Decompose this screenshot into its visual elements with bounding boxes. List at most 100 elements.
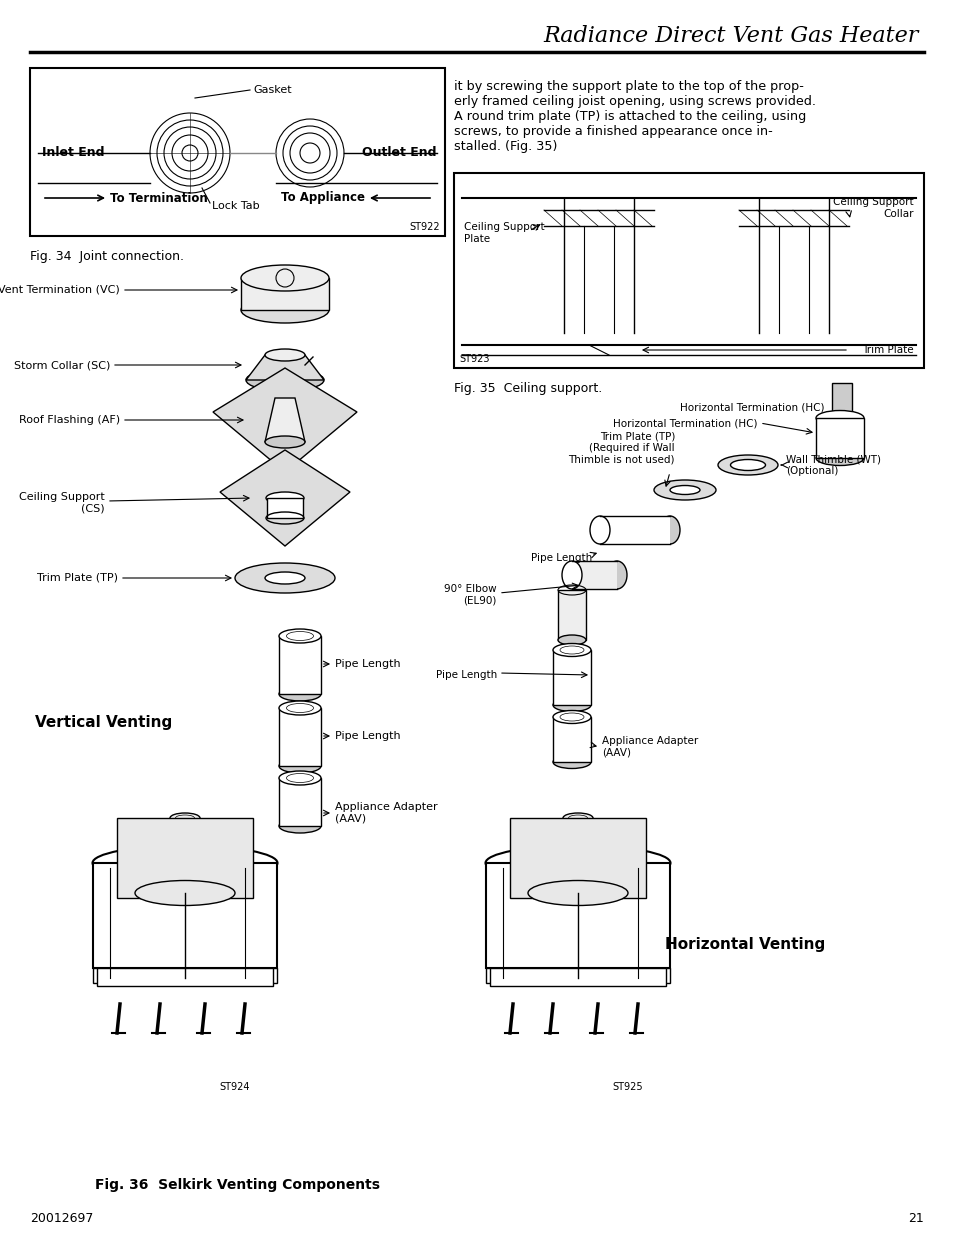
Bar — [117, 818, 253, 898]
Text: Fig. 36  Selkirk Venting Components: Fig. 36 Selkirk Venting Components — [95, 1178, 380, 1192]
Ellipse shape — [170, 832, 200, 844]
Ellipse shape — [562, 832, 593, 844]
Text: Pipe Length: Pipe Length — [335, 659, 400, 669]
Text: Horizontal Termination (HC): Horizontal Termination (HC) — [613, 417, 758, 429]
Bar — [454, 173, 923, 368]
Text: Lock Tab: Lock Tab — [212, 201, 259, 211]
Ellipse shape — [266, 492, 304, 504]
Ellipse shape — [654, 480, 716, 500]
Bar — [490, 968, 665, 986]
Bar — [599, 516, 669, 543]
Text: Ceiling Support
Collar: Ceiling Support Collar — [833, 198, 913, 219]
Ellipse shape — [278, 701, 320, 715]
Text: Trim Plate (TP)
(Required if Wall
Thimble is not used): Trim Plate (TP) (Required if Wall Thimbl… — [568, 432, 675, 466]
Ellipse shape — [815, 451, 863, 466]
Text: Trim Plate (TP): Trim Plate (TP) — [37, 573, 118, 583]
Text: Radiance Direct Vent Gas Heater: Radiance Direct Vent Gas Heater — [543, 25, 918, 47]
Text: Ceiling Support
(CS): Ceiling Support (CS) — [19, 493, 105, 514]
Text: Pipe Length: Pipe Length — [335, 731, 400, 741]
Text: Trim Plate: Trim Plate — [862, 345, 913, 354]
Bar — [278, 708, 320, 766]
Bar — [553, 650, 590, 705]
Text: To Appliance: To Appliance — [281, 191, 365, 205]
Bar — [92, 863, 276, 968]
Bar — [485, 863, 669, 968]
Ellipse shape — [246, 369, 324, 391]
Ellipse shape — [92, 846, 277, 881]
Bar — [831, 383, 851, 458]
Ellipse shape — [589, 516, 609, 543]
Ellipse shape — [527, 881, 627, 905]
Bar — [510, 818, 645, 898]
Text: ST922: ST922 — [409, 222, 439, 232]
Ellipse shape — [278, 629, 320, 643]
Ellipse shape — [553, 699, 590, 711]
Ellipse shape — [606, 561, 626, 589]
Text: Gasket: Gasket — [253, 85, 292, 95]
Ellipse shape — [553, 710, 590, 724]
Ellipse shape — [265, 572, 305, 584]
Ellipse shape — [815, 410, 863, 426]
Bar — [267, 498, 303, 517]
Text: ST923: ST923 — [458, 354, 489, 364]
Ellipse shape — [170, 813, 200, 823]
Text: 21: 21 — [907, 1212, 923, 1224]
Bar — [278, 636, 320, 694]
Text: Vent Termination (VC): Vent Termination (VC) — [0, 285, 120, 295]
Text: Appliance Adapter
(AAV): Appliance Adapter (AAV) — [601, 736, 698, 758]
Text: Wall Thimble (WT)
(Optional): Wall Thimble (WT) (Optional) — [785, 454, 880, 475]
Text: Horizontal Termination (HC): Horizontal Termination (HC) — [679, 403, 824, 412]
Text: Vertical Venting: Vertical Venting — [35, 715, 172, 730]
Bar — [572, 561, 617, 589]
Text: ST925: ST925 — [612, 1082, 642, 1092]
Polygon shape — [246, 354, 324, 380]
Polygon shape — [265, 398, 305, 442]
Ellipse shape — [561, 561, 581, 589]
Ellipse shape — [718, 454, 778, 475]
Ellipse shape — [265, 436, 305, 448]
Bar — [485, 968, 669, 983]
Ellipse shape — [562, 813, 593, 823]
Text: ST924: ST924 — [219, 1082, 250, 1092]
Text: 90° Elbow
(EL90): 90° Elbow (EL90) — [444, 584, 497, 606]
Bar — [97, 968, 273, 986]
Polygon shape — [213, 368, 356, 472]
Bar — [553, 718, 590, 762]
Text: Pipe Length: Pipe Length — [436, 671, 497, 680]
Ellipse shape — [730, 459, 764, 471]
Text: 20012697: 20012697 — [30, 1212, 93, 1224]
Text: Appliance Adapter
(AAV): Appliance Adapter (AAV) — [335, 803, 437, 824]
Ellipse shape — [278, 819, 320, 832]
Text: Outlet End: Outlet End — [362, 147, 436, 159]
Ellipse shape — [278, 771, 320, 785]
Ellipse shape — [553, 756, 590, 768]
Bar — [558, 590, 585, 640]
Bar — [170, 818, 200, 839]
Ellipse shape — [241, 296, 329, 324]
Ellipse shape — [278, 760, 320, 773]
Ellipse shape — [485, 846, 670, 881]
Bar — [562, 818, 593, 839]
Ellipse shape — [234, 563, 335, 593]
Bar — [241, 278, 329, 310]
Text: it by screwing the support plate to the top of the prop-
erly framed ceiling joi: it by screwing the support plate to the … — [454, 80, 815, 153]
Text: Horizontal Venting: Horizontal Venting — [664, 937, 824, 952]
Text: Ceiling Support
Plate: Ceiling Support Plate — [463, 222, 544, 243]
Ellipse shape — [669, 485, 700, 494]
Text: Pipe Length: Pipe Length — [530, 553, 592, 563]
Bar — [30, 68, 444, 236]
Text: Roof Flashing (AF): Roof Flashing (AF) — [19, 415, 120, 425]
Ellipse shape — [553, 643, 590, 657]
Text: Storm Collar (SC): Storm Collar (SC) — [13, 359, 110, 370]
Text: Fig. 34  Joint connection.: Fig. 34 Joint connection. — [30, 249, 184, 263]
Ellipse shape — [265, 350, 305, 361]
Text: To Termination: To Termination — [110, 191, 208, 205]
Ellipse shape — [135, 881, 234, 905]
Ellipse shape — [558, 635, 585, 645]
Text: Fig. 35  Ceiling support.: Fig. 35 Ceiling support. — [454, 382, 601, 395]
Polygon shape — [220, 450, 350, 546]
Ellipse shape — [241, 266, 329, 291]
Bar — [815, 417, 863, 458]
Bar — [92, 968, 276, 983]
Ellipse shape — [278, 687, 320, 701]
